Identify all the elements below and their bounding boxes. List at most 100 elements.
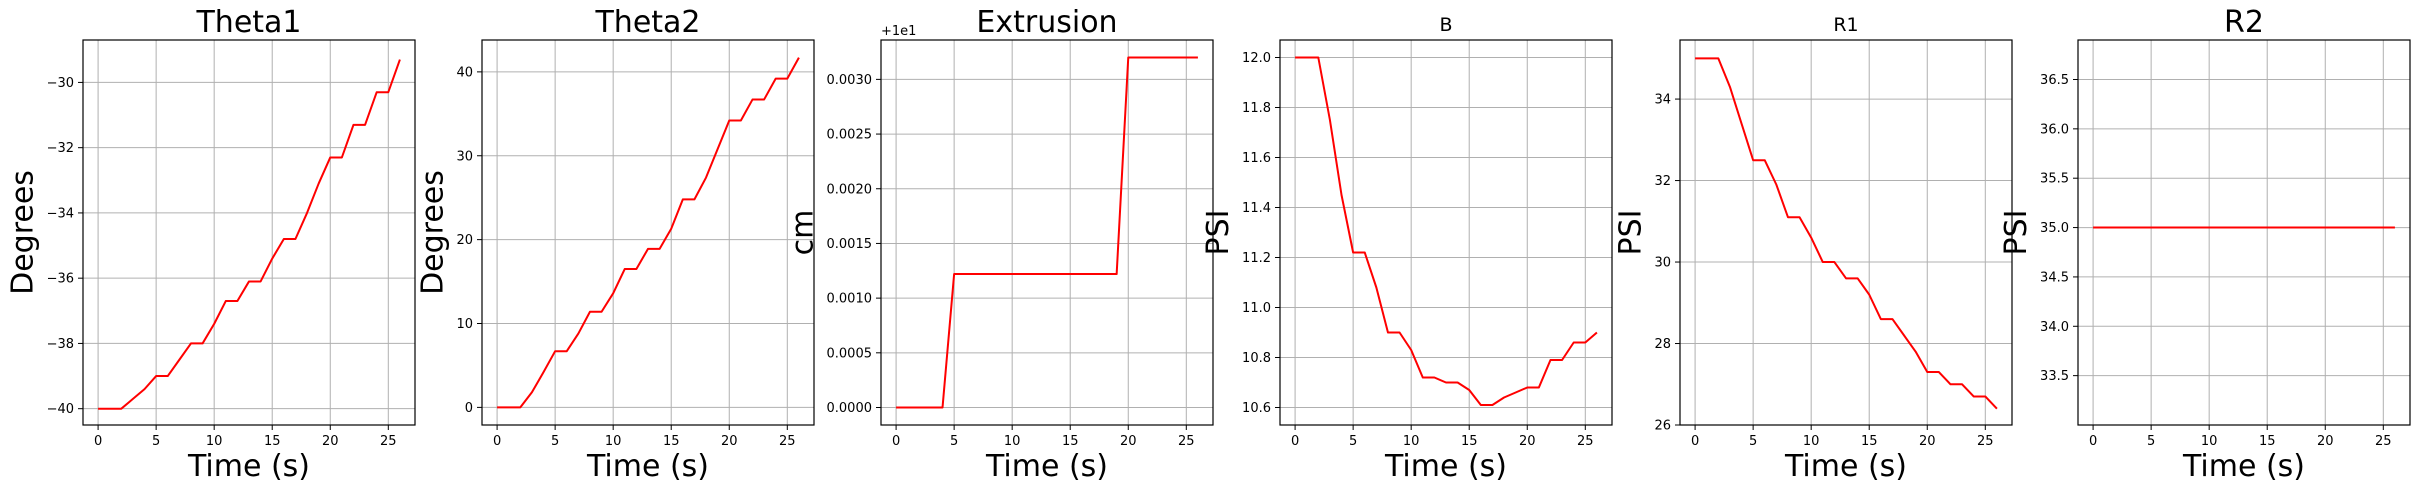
axes-frame [2077,39,2411,426]
y-tick-label: 11.6 [1242,151,1271,166]
x-tick-label: 0 [1291,434,1299,449]
x-tick-label: 10 [1403,434,1420,449]
series-line [497,57,800,409]
y-tick-label: −36 [47,272,74,287]
subplot-1: 0 5 10 15 20 25 −40 −38 −36 −34 −32 −30 Theta1 Time (… [6,5,416,484]
y-tick-label: 10 [456,317,473,332]
x-tick-label: 0 [2089,434,2097,449]
x-tick-label: 0 [892,434,900,449]
chart-title: Theta1 [195,5,301,40]
axes-frame [82,39,416,426]
y-tick-label: 36.5 [2040,73,2069,88]
y-tick-label: 0.0030 [827,73,873,88]
y-tick-label: 0.0000 [827,401,873,416]
series-line [1295,56,1598,406]
subplot-6: 0 5 10 15 20 25 33.5 34.0 34.5 35.0 35.5 36.0 36.5 R2… [1999,5,2411,484]
x-tick-label: 10 [605,434,622,449]
x-tick-label: 20 [721,434,738,449]
y-tick-label: 11.2 [1242,251,1271,266]
x-tick-label: 5 [2147,434,2155,449]
y-tick-label: 33.5 [2040,369,2069,384]
y-tick-label: 11.4 [1242,201,1271,216]
y-tick-label: 0.0020 [827,182,873,197]
x-axis-label: Time (s) [1784,449,1907,484]
x-tick-label: 0 [1691,434,1699,449]
y-axis-label: PSI [1999,210,2034,256]
axis-offset-text: +1e1 [881,24,916,39]
y-tick-label: 26 [1654,419,1671,434]
chart-title: Theta2 [594,5,700,40]
axes-frame [481,39,815,426]
y-tick-label: 32 [1654,174,1671,189]
x-axis-label: Time (s) [187,449,310,484]
x-tick-label: 0 [493,434,501,449]
chart-title: B [1439,14,1452,36]
x-tick-label: 20 [2317,434,2334,449]
x-tick-label: 5 [152,434,160,449]
subplot-3: 0 5 10 15 20 25 0.0000 0.0005 0.0010 0.0015 0.0020… [786,5,1214,484]
y-axis-label: Degrees [6,170,41,295]
y-tick-label: 0.0015 [827,237,873,252]
x-axis-label: Time (s) [586,449,709,484]
y-tick-label: 0.0010 [827,292,873,307]
y-tick-label: 0.0005 [827,346,873,361]
y-tick-label: −38 [47,337,74,352]
x-tick-label: 15 [2259,434,2276,449]
y-tick-label: 11.0 [1242,301,1271,316]
y-tick-label: 10.6 [1242,401,1271,416]
x-tick-label: 15 [264,434,281,449]
x-tick-label: 10 [1803,434,1820,449]
y-tick-label: 34.0 [2040,320,2069,335]
x-tick-label: 10 [2201,434,2218,449]
series-line [98,59,401,410]
y-tick-label: 30 [1654,256,1671,271]
y-tick-label: 0.0025 [827,128,873,143]
x-tick-label: 10 [1004,434,1021,449]
y-tick-label: −32 [47,141,74,156]
x-tick-label: 15 [1461,434,1478,449]
axes-frame [1279,39,1613,426]
y-axis-label: cm [786,210,821,256]
x-tick-label: 5 [950,434,958,449]
x-tick-label: 15 [663,434,680,449]
y-tick-label: 11.8 [1242,101,1271,116]
subplot-5: 0 5 10 15 20 25 26 28 30 32 34 R1 Time (s) PSI [1613,14,2013,484]
y-tick-label: 40 [456,65,473,80]
x-tick-label: 20 [322,434,339,449]
x-tick-label: 25 [380,434,397,449]
chart-title: R1 [1833,14,1858,36]
subplot-2: 0 5 10 15 20 25 0 10 20 30 40 Theta2 Time (s) Degrees [415,5,815,484]
x-tick-label: 25 [1977,434,1994,449]
y-tick-label: 35.5 [2040,172,2069,187]
y-tick-label: 28 [1654,337,1671,352]
axes-frame [880,39,1214,426]
series-line [1695,57,1998,410]
y-tick-label: −40 [47,402,74,417]
axes-frame [1679,39,2013,426]
x-tick-label: 5 [1749,434,1757,449]
x-tick-label: 0 [94,434,102,449]
y-tick-label: 10.8 [1242,351,1271,366]
y-tick-label: 30 [456,149,473,164]
x-tick-label: 5 [1349,434,1357,449]
y-axis-label: PSI [1613,210,1648,256]
x-tick-label: 20 [1120,434,1137,449]
y-axis-label: Degrees [415,170,450,295]
series-line [896,56,1198,409]
x-tick-label: 25 [779,434,796,449]
x-axis-label: Time (s) [985,449,1108,484]
y-tick-label: 12.0 [1242,51,1271,66]
x-tick-label: 20 [1919,434,1936,449]
x-tick-label: 15 [1062,434,1079,449]
y-tick-label: −30 [47,76,74,91]
x-axis-label: Time (s) [2182,449,2305,484]
y-tick-label: 35.0 [2040,221,2069,236]
y-axis-label: PSI [1201,210,1236,256]
y-tick-label: 34 [1654,93,1671,108]
x-axis-label: Time (s) [1384,449,1507,484]
x-tick-label: 15 [1861,434,1878,449]
subplot-4: 0 5 10 15 20 25 10.6 10.8 11.0 11.2 11.4 11.6 11.8 12… [1201,14,1613,484]
x-tick-label: 25 [1577,434,1594,449]
y-tick-label: −34 [47,206,74,221]
